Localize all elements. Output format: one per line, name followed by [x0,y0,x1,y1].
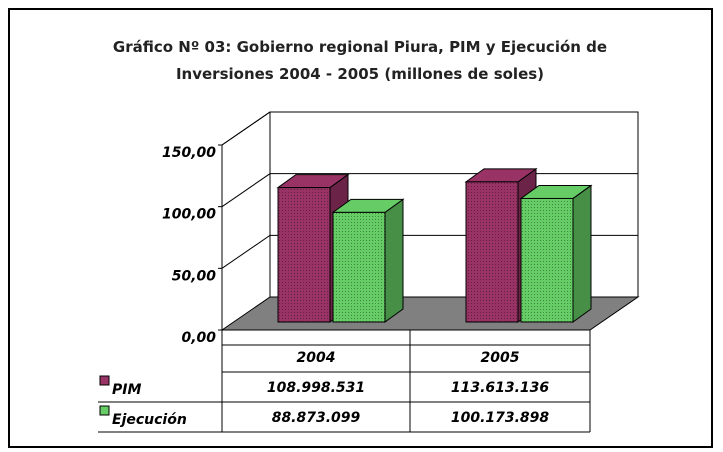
bar-texture [466,181,518,322]
legend-key [99,375,110,386]
x-tick-label: 2004 [297,350,336,366]
y-tick-label: 150,00 [162,145,216,161]
bar-side [384,198,404,323]
bar-side [572,184,592,323]
value-label: 100.173.898 [451,410,550,426]
x-tick-label: 2005 [481,350,520,366]
bar-texture [278,187,330,322]
value-label: 108.998.531 [267,380,365,396]
legend-key [99,405,110,416]
bar [331,198,405,323]
bar [519,184,593,323]
grid-line [221,111,638,146]
bar-texture [521,198,573,322]
value-label: 113.613.136 [451,380,550,396]
bar-texture [333,212,385,322]
y-tick-label: 50,00 [172,268,217,284]
chart-title: Gráfico Nº 03: Gobierno regional Piura, … [112,38,608,83]
value-label: 88.873.099 [272,410,361,426]
legend-label: PIM [112,382,141,398]
y-tick-label: 0,00 [181,330,216,346]
legend-label: Ejecución [112,412,187,428]
y-tick-label: 100,00 [162,207,216,223]
